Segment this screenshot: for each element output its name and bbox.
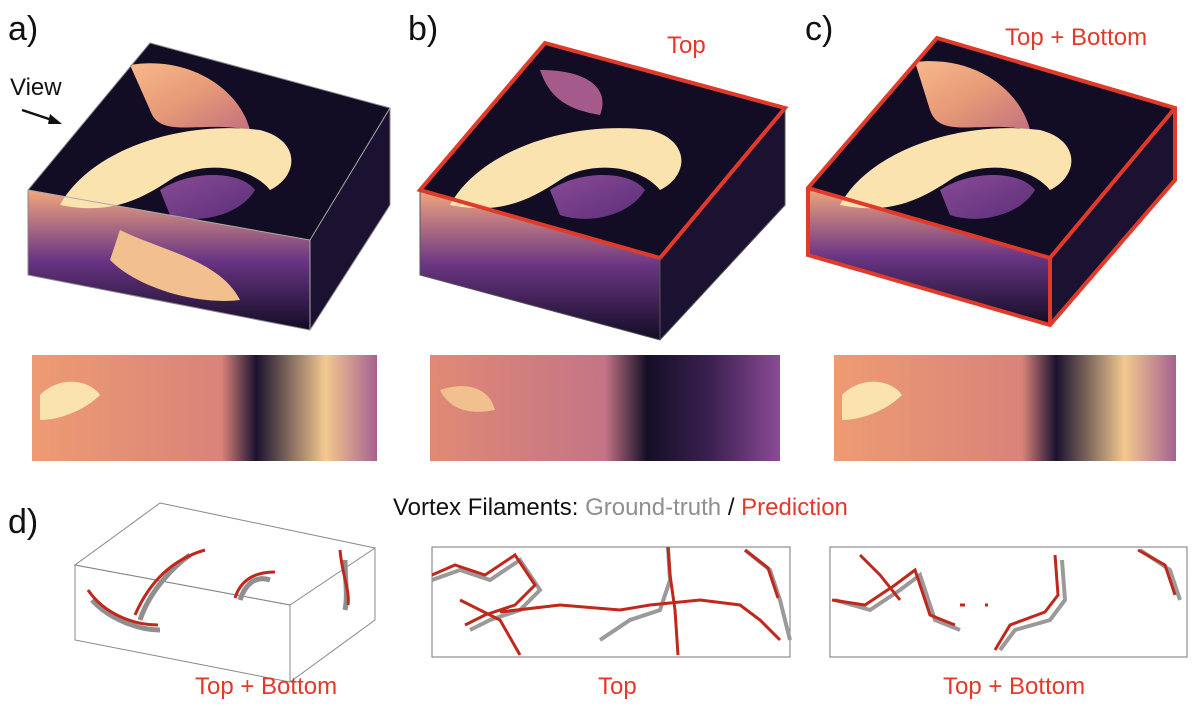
cube-a-arc [60, 128, 292, 209]
filament-box [73, 502, 377, 683]
filament-slice-topbottom-pred [831, 548, 1177, 651]
view-arrow [21, 108, 62, 124]
cube-b-front [420, 190, 660, 340]
caption-c-top-bottom: Top + Bottom [1005, 24, 1148, 51]
cube-b-core [550, 175, 645, 219]
cube-c [806, 35, 1177, 328]
filament-box-gt [90, 552, 349, 633]
caption-b-top: Top [667, 32, 706, 59]
strip-a-curl [40, 381, 100, 420]
caption-d-top-bottom: Top + Bottom [943, 673, 1086, 700]
panel-label-b: b) [408, 10, 439, 48]
cube-b-arc [450, 128, 682, 209]
panel-label-d: d) [8, 503, 39, 541]
view-label: View [10, 74, 62, 101]
cube-c-plume [915, 61, 1030, 131]
cube-c-arc [840, 128, 1072, 209]
cube-a-lobe [110, 230, 240, 301]
cube-a-right [310, 108, 390, 330]
cube-c-right [1050, 108, 1175, 325]
cube-c-core [940, 175, 1035, 219]
cube-b-right [660, 108, 785, 340]
strip-c-curl [842, 381, 902, 420]
cube-a-plume [130, 63, 250, 131]
filament-slice-top-pred [431, 546, 782, 656]
legend-ground-truth: Ground-truth [585, 494, 722, 521]
cube-b [416, 40, 789, 341]
cube-a-core [160, 175, 255, 219]
panel-label-c: c) [805, 10, 834, 48]
cube-c-front [808, 188, 1050, 325]
cube-b-plume [540, 70, 603, 115]
caption-d-top: Top [598, 673, 637, 700]
cube-a [27, 42, 391, 331]
strip-c [834, 355, 1176, 461]
filament-box-pred [86, 548, 350, 627]
caption-d-box: Top + Bottom [195, 673, 338, 700]
legend-prefix: Vortex Filaments: [393, 494, 579, 521]
legend-separator: / [727, 494, 735, 521]
strip-a [32, 355, 377, 461]
filament-legend: Vortex Filaments: Ground-truth / Predict… [393, 496, 848, 520]
filament-slice-top [431, 546, 791, 658]
legend-prediction: Prediction [741, 494, 848, 521]
strip-b-curl [440, 386, 495, 412]
panel-label-a: a) [8, 10, 39, 48]
